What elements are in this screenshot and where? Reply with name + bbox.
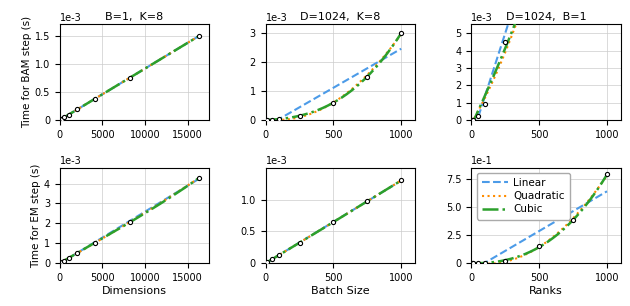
- Text: 1e-3: 1e-3: [471, 13, 493, 23]
- Y-axis label: Time for EM step (s): Time for EM step (s): [31, 163, 41, 268]
- Text: 1e-3: 1e-3: [60, 156, 82, 166]
- Text: 1e-3: 1e-3: [266, 13, 287, 23]
- Y-axis label: Time for BAM step (s): Time for BAM step (s): [22, 16, 32, 128]
- Title: D=1024,  K=8: D=1024, K=8: [300, 12, 381, 22]
- Text: 1e-3: 1e-3: [266, 156, 287, 166]
- Title: D=1024,  B=1: D=1024, B=1: [506, 12, 587, 22]
- Title: B=1,  K=8: B=1, K=8: [105, 12, 164, 22]
- Text: 1e-1: 1e-1: [471, 156, 493, 166]
- X-axis label: Ranks: Ranks: [529, 286, 563, 296]
- X-axis label: Batch Size: Batch Size: [311, 286, 370, 296]
- Text: 1e-3: 1e-3: [60, 13, 82, 23]
- Legend: Linear, Quadratic, Cubic: Linear, Quadratic, Cubic: [477, 173, 570, 220]
- X-axis label: Dimensions: Dimensions: [102, 286, 167, 296]
